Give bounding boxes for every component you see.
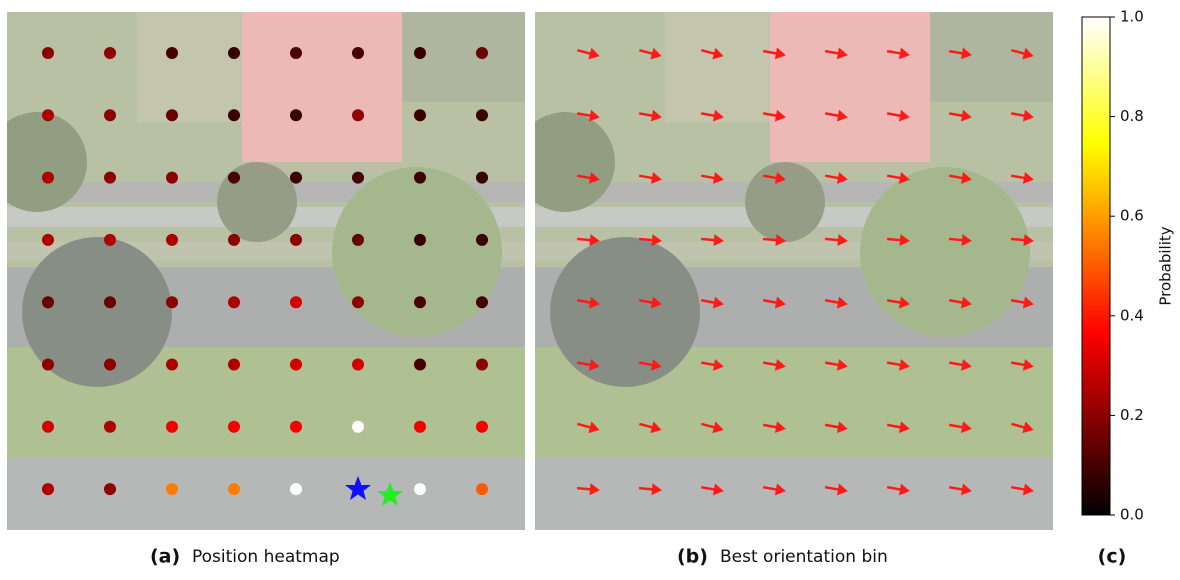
colorbar-tick-label: 0.0 (1120, 506, 1144, 524)
probability-dot (290, 109, 302, 121)
probability-dot (166, 483, 178, 495)
probability-dot (166, 359, 178, 371)
arrow-shaft (639, 239, 654, 240)
probability-dot (104, 109, 116, 121)
arrow-shaft (763, 239, 778, 240)
aerial-image (0, 12, 525, 530)
probability-dot (476, 296, 488, 308)
probability-dot (228, 296, 240, 308)
arrow-shaft (577, 488, 592, 489)
colorbar-tick-label: 0.4 (1120, 306, 1144, 324)
probability-dot (104, 296, 116, 308)
arrow-shaft (887, 239, 902, 240)
probability-dot (166, 296, 178, 308)
arrow-shaft (825, 239, 840, 240)
probability-dot (290, 47, 302, 59)
colorbar-tick-label: 0.8 (1120, 107, 1144, 125)
probability-dot (228, 109, 240, 121)
probability-dot (166, 172, 178, 184)
probability-dot (352, 109, 364, 121)
probability-dot (290, 296, 302, 308)
probability-dot (166, 421, 178, 433)
probability-dot (476, 109, 488, 121)
colorbar (1082, 17, 1110, 515)
caption-label: (a) (150, 546, 180, 568)
arrow-shaft (949, 239, 964, 240)
probability-dot (414, 359, 426, 371)
probability-dot (166, 234, 178, 246)
probability-dot (42, 172, 54, 184)
probability-dot (166, 109, 178, 121)
probability-dot (476, 172, 488, 184)
probability-dot (104, 421, 116, 433)
probability-dot (104, 172, 116, 184)
probability-dot (290, 359, 302, 371)
figure: (a) Position heatmap (b) Best orientatio… (0, 0, 1180, 576)
arrow-shaft (701, 239, 716, 240)
probability-dot (414, 296, 426, 308)
arrow-shaft (577, 239, 592, 240)
probability-dot (290, 172, 302, 184)
caption: Best orientation bin (720, 547, 888, 567)
probability-dot (228, 172, 240, 184)
probability-dot (414, 234, 426, 246)
probability-dot (414, 172, 426, 184)
probability-dot (42, 109, 54, 121)
colorbar-tick-label: 1.0 (1120, 8, 1144, 26)
probability-dot (42, 234, 54, 246)
aerial-image (515, 12, 1053, 530)
probability-dot (42, 296, 54, 308)
colorbar-tick-label: 0.2 (1120, 406, 1144, 424)
probability-dot (104, 234, 116, 246)
probability-dot (414, 109, 426, 121)
probability-dot (352, 296, 364, 308)
probability-dot (42, 359, 54, 371)
probability-dot (104, 483, 116, 495)
colorbar-label: Probability (1157, 226, 1175, 305)
probability-dot (476, 234, 488, 246)
caption: Position heatmap (192, 547, 340, 567)
arrow-shaft (639, 488, 654, 489)
probability-dot (228, 47, 240, 59)
probability-dot (42, 421, 54, 433)
probability-dot (352, 47, 364, 59)
probability-dot (476, 47, 488, 59)
probability-dot (290, 483, 302, 495)
probability-dot (166, 47, 178, 59)
probability-dot (476, 421, 488, 433)
caption-label: (b) (677, 546, 708, 568)
probability-dot (290, 421, 302, 433)
caption-label: (c) (1098, 546, 1127, 568)
probability-dot (228, 483, 240, 495)
colorbar-tick-label: 0.6 (1120, 207, 1144, 225)
probability-dot (104, 47, 116, 59)
probability-dot (228, 359, 240, 371)
probability-dot (352, 172, 364, 184)
probability-dot (42, 47, 54, 59)
probability-dot (352, 234, 364, 246)
probability-dot (414, 47, 426, 59)
probability-dot (352, 421, 364, 433)
probability-dot (290, 234, 302, 246)
probability-dot (476, 483, 488, 495)
probability-dot (104, 359, 116, 371)
probability-dot (476, 359, 488, 371)
probability-dot (42, 483, 54, 495)
arrow-shaft (1011, 239, 1026, 240)
probability-dot (228, 234, 240, 246)
probability-dot (352, 359, 364, 371)
probability-dot (414, 421, 426, 433)
probability-dot (228, 421, 240, 433)
probability-dot (414, 483, 426, 495)
